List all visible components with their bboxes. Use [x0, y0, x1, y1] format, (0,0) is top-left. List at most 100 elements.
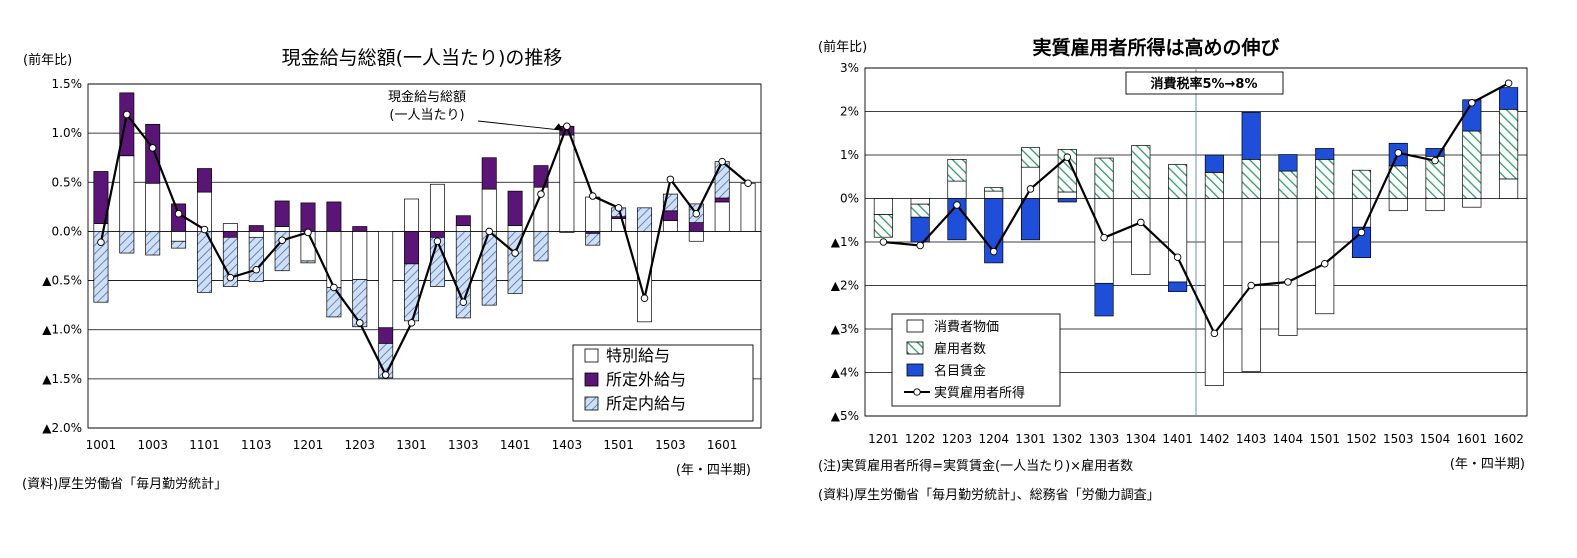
bar-white	[455, 225, 471, 232]
y-tick-label: ▲2.0%	[42, 421, 82, 435]
series-point	[1247, 281, 1255, 290]
bar-hatch-green	[1278, 170, 1298, 199]
bar-hatch-blue	[533, 231, 549, 262]
right-source: (資料)厚生労働省「毎月勤労統計」、総務省「労働力調査」	[818, 487, 1160, 503]
left-plot-area: ▲2.0% ▲1.5% ▲1.0% ▲0.5% 0.0% 0.5% 1.0% 1.5% 1001…	[42, 77, 762, 452]
series-point	[916, 241, 924, 250]
bar-white	[119, 155, 135, 232]
y-tick-label: 1%	[840, 148, 859, 162]
y-tick-label: ▲3%	[831, 322, 859, 336]
bar-white	[947, 180, 967, 199]
bar-hatch-green	[1388, 165, 1408, 199]
y-tick-label: 0%	[840, 192, 859, 206]
series-point	[381, 371, 390, 379]
series-point	[1320, 260, 1329, 268]
legend-box	[572, 344, 754, 422]
bar-hatch-green	[910, 203, 930, 218]
series-point	[1210, 329, 1219, 338]
series-point	[640, 294, 649, 303]
legend-swatch	[906, 341, 924, 355]
series-point	[459, 298, 468, 306]
bar-white	[507, 225, 523, 232]
x-tick-label: 1502	[1346, 432, 1377, 446]
x-tick-label: 1201	[868, 432, 899, 446]
x-tick-label: 1203	[942, 432, 973, 446]
y-tick-label: ▲1%	[831, 235, 859, 249]
annotation-arrow	[477, 120, 563, 131]
series-point	[1026, 185, 1035, 193]
bar-white	[1388, 198, 1408, 212]
y-tick-label: 3%	[840, 61, 859, 75]
legend-label: 実質雇用者所得	[934, 385, 1025, 401]
series-point	[953, 201, 961, 209]
bar-purple	[119, 92, 135, 157]
bar-purple	[455, 215, 471, 226]
x-tick-label: 1401	[1162, 432, 1193, 446]
bar-hatch-blue	[248, 236, 264, 282]
x-tick-label: 1402	[1199, 432, 1230, 446]
y-tick-label: ▲0.5%	[42, 274, 82, 288]
series-point	[1431, 156, 1439, 165]
bar-hatch-green	[1315, 159, 1335, 199]
bar-white	[1462, 198, 1482, 208]
bar-blue	[1094, 282, 1114, 317]
bar-hatch-green	[873, 214, 893, 238]
x-tick-label: 1403	[552, 438, 583, 452]
right-ylabel: (前年比)	[818, 39, 867, 55]
series-point	[1063, 153, 1072, 161]
x-tick-label: 1103	[241, 438, 272, 452]
bar-white	[1351, 198, 1372, 228]
y-tick-label: ▲2%	[831, 279, 859, 293]
bar-blue	[1168, 281, 1188, 292]
series-point	[537, 190, 545, 198]
bar-purple	[714, 197, 730, 203]
x-tick-label: 1404	[1273, 432, 1304, 446]
legend-swatch	[906, 319, 924, 333]
bar-blue	[1241, 112, 1261, 160]
bar-purple	[248, 225, 264, 232]
y-tick-label: ▲1.0%	[42, 323, 82, 337]
legend-swatch	[906, 363, 924, 377]
x-tick-label: 1204	[978, 432, 1009, 446]
x-tick-label: 1401	[500, 438, 531, 452]
bar-hatch-blue	[145, 231, 161, 256]
bar-purple	[274, 200, 290, 227]
bar-hatch-green	[947, 159, 967, 182]
bar-white	[1057, 191, 1077, 199]
bar-white	[171, 231, 187, 242]
bar-white	[662, 220, 678, 232]
bar-purple	[352, 226, 368, 232]
series-point	[330, 283, 338, 292]
left-ylabel: (前年比)	[23, 52, 72, 68]
bar-white	[145, 182, 161, 232]
bar-white	[404, 198, 420, 232]
plot-frame	[87, 83, 762, 429]
bar-hatch-green	[1168, 164, 1188, 199]
x-tick-label: 1601	[1457, 432, 1488, 446]
bar-hatch-green	[1094, 157, 1114, 199]
series-point	[485, 227, 493, 236]
bar-purple	[507, 190, 523, 226]
legend-label: 消費者物価	[934, 320, 999, 335]
bar-hatch-green	[1462, 130, 1482, 199]
x-tick-label: 1501	[1309, 432, 1340, 446]
x-tick-label: 1601	[707, 438, 738, 452]
bar-white	[222, 223, 238, 232]
tax-annotation: 消費税率5%→8%	[1125, 71, 1284, 95]
bar-purple	[404, 231, 420, 265]
tax-annotation-label: 消費税率5%→8%	[1150, 76, 1257, 92]
series-point	[123, 110, 131, 119]
series-point	[226, 273, 235, 282]
bar-hatch-green	[1131, 145, 1151, 199]
annotation-arrowhead	[553, 123, 563, 131]
series-point	[278, 236, 286, 245]
series-point	[1137, 218, 1145, 227]
y-tick-label: 0.0%	[52, 224, 83, 238]
bar-purple	[145, 123, 161, 184]
bar-white	[559, 134, 575, 232]
series-point	[1100, 233, 1108, 242]
tax-annotation-box	[1125, 71, 1284, 95]
x-tick-label: 1203	[345, 438, 376, 452]
bar-hatch-green	[984, 187, 1004, 192]
